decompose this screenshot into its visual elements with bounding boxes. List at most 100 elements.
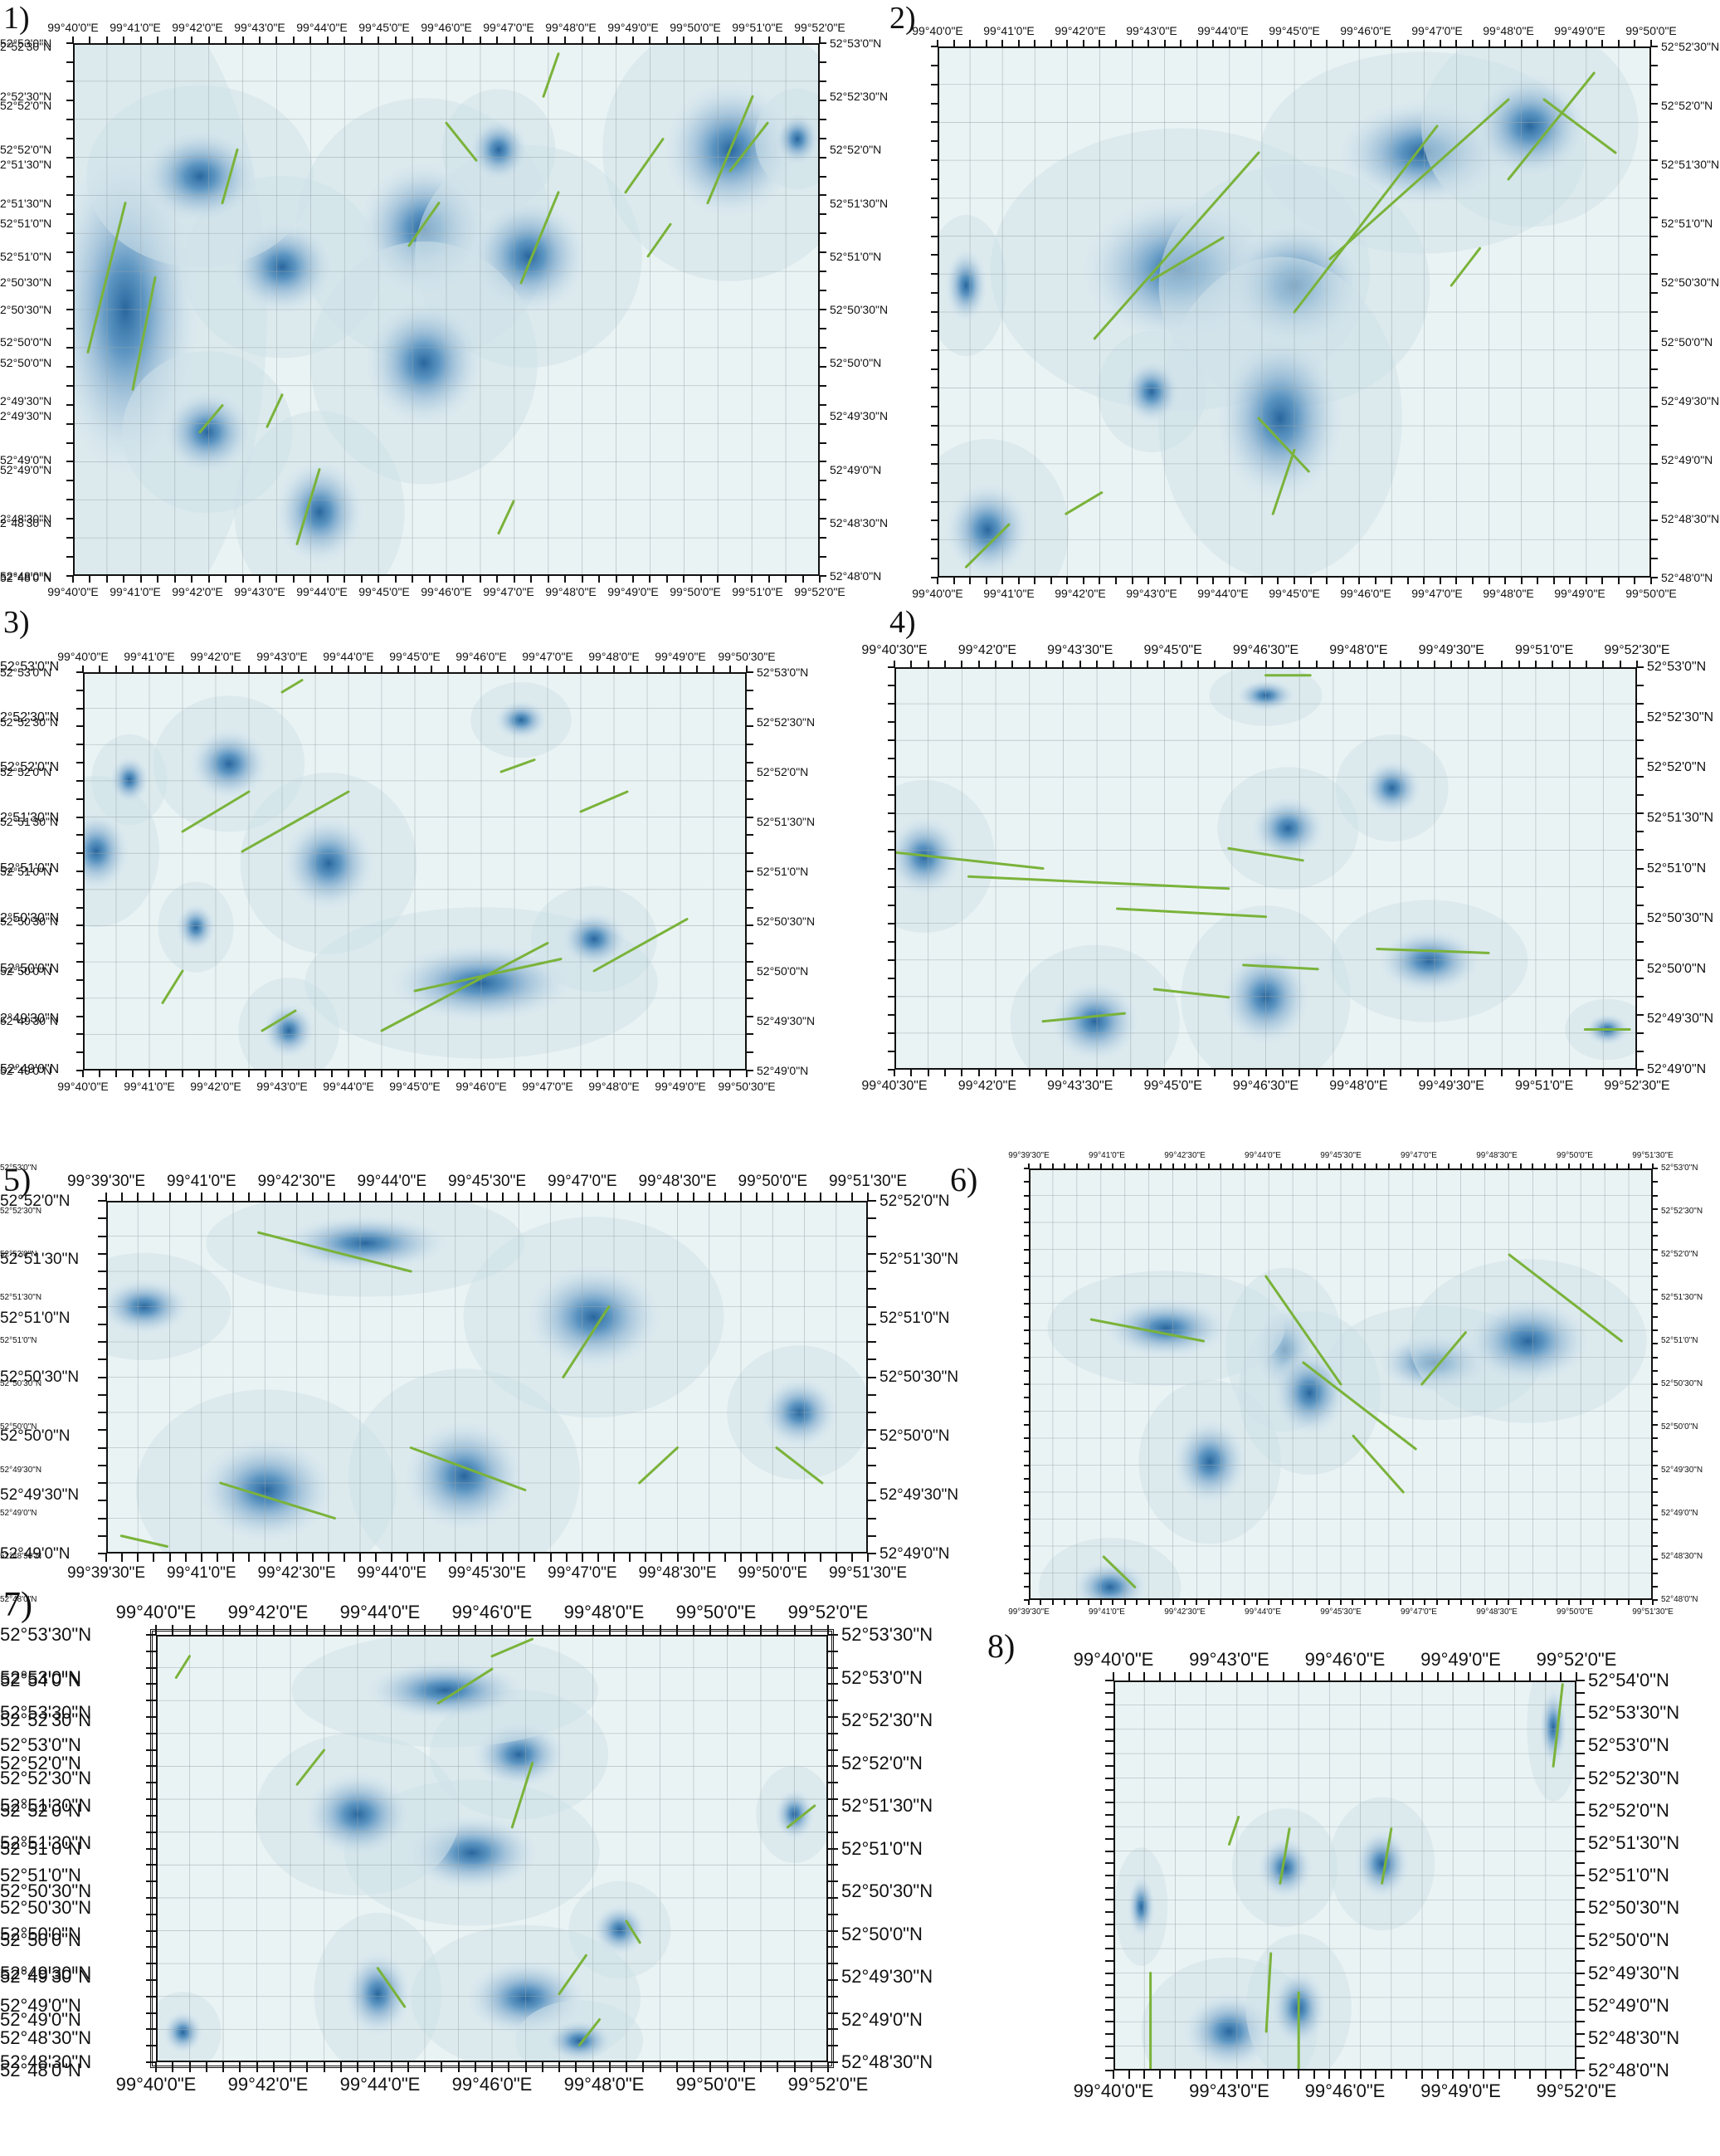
longitude-label: 99°45'0"E — [358, 585, 410, 598]
latitude-label: 52°50'30"N — [1661, 276, 1720, 290]
tick-mark — [1363, 1600, 1366, 1605]
tick-mark — [1652, 1600, 1654, 1605]
tick-mark — [1344, 1672, 1346, 1680]
tick-mark — [1221, 2071, 1223, 2079]
latitude-label: 2°51'30"N — [0, 810, 60, 825]
latitude-label: 2°50'30"N — [0, 911, 60, 926]
longitude-label: 99°46'30"E — [1232, 1079, 1299, 1093]
latitude-label: 52°49'0"N — [841, 2008, 923, 2030]
tick-mark — [348, 1071, 349, 1077]
tick-mark — [139, 576, 142, 583]
tick-mark — [1529, 2071, 1532, 2079]
tick-mark — [558, 1625, 560, 1635]
density-hotspot — [1250, 796, 1326, 861]
density-hotspot — [344, 1951, 412, 2037]
tick-mark — [1105, 1899, 1113, 1901]
tick-mark — [105, 1193, 107, 1201]
latitude-label: 52°52'30"N — [830, 90, 889, 104]
tick-mark — [1637, 977, 1644, 979]
tick-mark — [787, 1193, 790, 1201]
tick-mark — [1128, 1672, 1130, 1680]
tick-mark — [747, 871, 753, 872]
lineament — [497, 500, 515, 535]
tick-mark — [225, 576, 227, 583]
latitude-label: 52°52'0"N — [0, 1752, 81, 1773]
tick-mark — [1532, 1163, 1534, 1168]
tick-mark — [1472, 40, 1474, 46]
tick-mark — [1105, 1984, 1113, 1987]
tick-mark — [1244, 1163, 1246, 1168]
tick-mark — [1214, 661, 1216, 667]
tick-mark — [1604, 1600, 1606, 1605]
latitude-label: 2°52'30"N — [0, 90, 52, 104]
tick-mark — [360, 576, 363, 583]
lineament — [1507, 71, 1596, 181]
tick-mark — [502, 1193, 504, 1201]
tick-mark — [1230, 1070, 1233, 1076]
longitude-label: 99°52'0"E — [787, 1602, 869, 1622]
tick-mark — [1024, 1423, 1029, 1426]
tick-mark — [630, 1071, 631, 1077]
tick-mark — [292, 576, 295, 583]
tick-mark — [868, 1217, 876, 1220]
tick-mark — [1024, 1276, 1029, 1277]
tick-mark — [828, 1929, 838, 1932]
tick-mark — [66, 99, 73, 101]
tick-mark — [767, 37, 770, 43]
latitude-label: 52°51'0"N — [0, 249, 52, 263]
tick-mark — [518, 1193, 520, 1201]
tick-mark — [1390, 2071, 1392, 2079]
tick-mark — [785, 576, 787, 583]
tick-mark — [1467, 661, 1469, 667]
tick-mark — [1552, 1070, 1554, 1076]
latitude-label: 52°50'0"N — [0, 1923, 81, 1944]
latitude-label: 52°51'0"N — [0, 1310, 71, 1328]
tick-mark — [868, 1200, 876, 1202]
tick-mark — [598, 576, 601, 583]
tick-mark — [1105, 1753, 1113, 1755]
tick-mark — [1255, 1600, 1258, 1605]
tick-mark — [184, 1193, 187, 1201]
tick-mark — [1172, 1163, 1174, 1168]
tick-mark — [146, 1847, 156, 1850]
tick-mark — [1439, 40, 1441, 46]
tick-mark — [868, 1500, 876, 1502]
latitude-label: 52°50'30"N — [757, 915, 816, 928]
longitude-label: 99°44'0"E — [1245, 1607, 1281, 1617]
tick-mark — [1045, 661, 1048, 667]
tick-mark — [820, 118, 826, 120]
tick-mark — [1228, 578, 1230, 584]
tick-mark — [1147, 40, 1150, 46]
tick-mark — [1651, 387, 1658, 389]
tick-mark — [985, 40, 987, 46]
tick-mark — [931, 462, 938, 465]
longitude-label: 99°44'0"E — [339, 2074, 421, 2095]
tick-mark — [803, 1193, 806, 1201]
tick-mark — [1366, 661, 1368, 667]
longitude-label: 99°51'0"E — [1514, 643, 1574, 657]
tick-mark — [1105, 2057, 1113, 2060]
tick-mark — [1279, 1163, 1282, 1168]
longitude-label: 99°41'0"E — [1089, 1607, 1125, 1617]
tick-mark — [1366, 1070, 1368, 1076]
tick-mark — [265, 666, 266, 672]
tick-mark — [747, 924, 753, 927]
latitude-label: 52°49'0"N — [830, 462, 882, 476]
tick-mark — [868, 1534, 876, 1537]
longitude-label: 99°42'0"E — [957, 1079, 1017, 1093]
tick-mark — [820, 480, 826, 482]
tick-mark — [1585, 40, 1587, 46]
tick-mark — [1651, 178, 1658, 180]
longitude-label: 99°42'0"E — [227, 1602, 309, 1622]
tick-mark — [1017, 578, 1020, 584]
longitude-label: 99°51'30"E — [1632, 1607, 1674, 1617]
latitude-label: 52°50'30"N — [1588, 1897, 1680, 1919]
tick-mark — [381, 666, 382, 672]
longitude-label: 99°40'0"E — [1073, 2080, 1154, 2101]
tick-mark — [888, 977, 894, 979]
tick-mark — [1105, 1789, 1113, 1792]
longitude-label: 99°43'0"E — [1189, 2080, 1269, 2101]
tick-mark — [1105, 1959, 1113, 1962]
lineament — [266, 393, 284, 428]
tick-mark — [497, 1071, 499, 1077]
